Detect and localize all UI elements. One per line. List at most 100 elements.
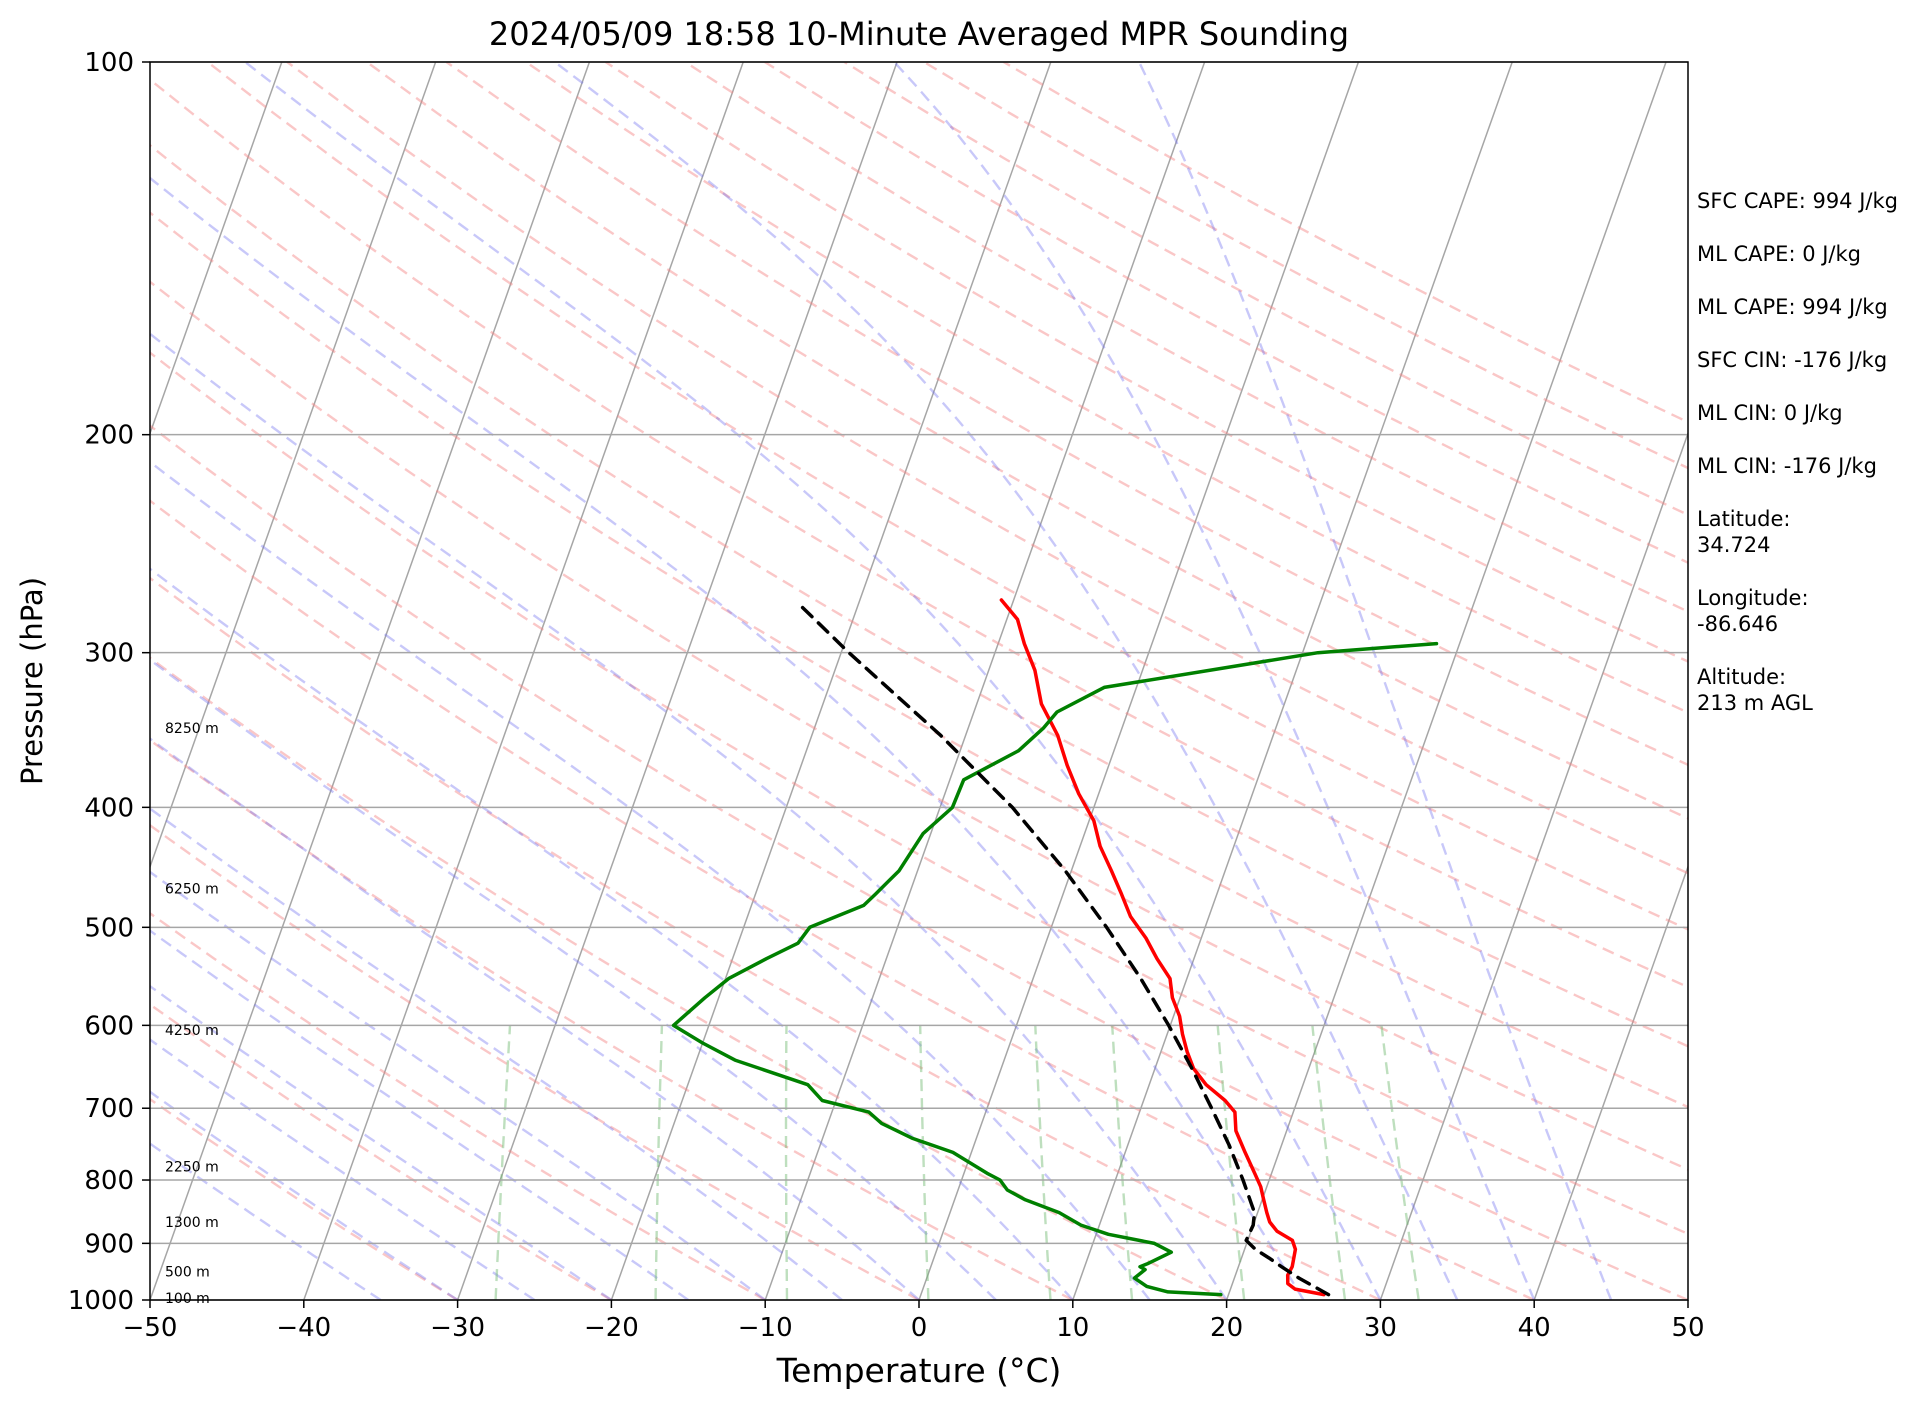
parcel-path [799, 604, 1331, 1297]
isotherm-line [1225, 62, 1667, 1300]
x-axis: −50 −40 −30 −20 −10 0 10 20 30 40 50 [123, 1300, 1705, 1343]
stat-ml-cape: ML CAPE: 0 J/kg [1697, 242, 1862, 266]
stat-ml-cape-2: ML CAPE: 994 J/kg [1697, 295, 1888, 319]
moist-adiabat [150, 567, 1074, 1300]
dry-adiabat [286, 62, 1688, 875]
isotherm-line [456, 62, 898, 1300]
stat-sfc-cape: SFC CAPE: 994 J/kg [1697, 189, 1898, 213]
y-tick-label: 500 [84, 913, 134, 943]
temperature-profile [999, 598, 1326, 1297]
moist-adiabat [150, 332, 1228, 1300]
x-tick-label: 30 [1364, 1313, 1397, 1343]
chart-title: 2024/05/09 18:58 10-Minute Averaged MPR … [489, 15, 1349, 53]
moist-adiabat [893, 62, 1536, 1300]
sounding-stats-panel: SFC CAPE: 994 J/kg ML CAPE: 0 J/kg ML CA… [1697, 188, 1917, 743]
isotherm-line [150, 62, 591, 1300]
dry-adiabat [764, 62, 1688, 564]
height-label: 1300 m [165, 1215, 219, 1231]
dry-adiabat [150, 576, 1381, 1300]
moist-adiabat [150, 984, 613, 1300]
y-tick-label: 200 [84, 421, 134, 451]
moist-adiabat [244, 62, 1382, 1300]
dry-adiabat [150, 280, 1688, 1171]
stat-ml-cin: ML CIN: 0 J/kg [1697, 401, 1843, 425]
y-tick-label: 300 [84, 639, 134, 669]
mixing-ratio-line [919, 1025, 930, 1300]
y-tick-label: 1000 [68, 1286, 134, 1316]
isotherm-line [764, 62, 1206, 1300]
y-tick-label: 800 [84, 1166, 134, 1196]
y-tick-label: 600 [84, 1011, 134, 1041]
mixing-ratio-line [1311, 1025, 1347, 1300]
y-axis-label: Pressure (hPa) [15, 577, 49, 785]
dry-adiabat [150, 499, 1535, 1300]
dry-adiabat [604, 62, 1688, 663]
height-label: 2250 m [165, 1159, 219, 1175]
moist-adiabat [150, 929, 689, 1300]
mixing-ratio-line [1216, 1025, 1246, 1300]
stat-sfc-cin: SFC CIN: -176 J/kg [1697, 348, 1888, 372]
moist-adiabat [150, 1090, 459, 1300]
isotherm-line [610, 62, 1052, 1300]
x-tick-label: −20 [584, 1313, 639, 1343]
mixing-ratio-line [1034, 1025, 1052, 1300]
height-label: 100 m [165, 1291, 210, 1307]
isotherm-line [303, 62, 744, 1300]
x-tick-label: −40 [276, 1313, 331, 1343]
dry-adiabat [150, 78, 1688, 989]
isotherm-line [150, 62, 283, 436]
dry-adiabat [150, 143, 1688, 1048]
dry-adiabat [150, 823, 920, 1300]
stat-longitude: Longitude: -86.646 [1697, 586, 1809, 636]
x-tick-label: 0 [911, 1313, 928, 1343]
y-tick-label: 700 [84, 1094, 134, 1124]
x-axis-label: Temperature (°C) [776, 1351, 1062, 1390]
stat-altitude: Altitude: 213 m AGL [1697, 665, 1813, 715]
x-tick-label: 20 [1210, 1313, 1243, 1343]
mixing-ratio-line [494, 1025, 512, 1300]
height-label: 4250 m [165, 1023, 219, 1039]
moist-adiabat [150, 1142, 382, 1300]
moist-adiabat [150, 807, 843, 1300]
x-tick-label: 50 [1671, 1313, 1704, 1343]
dry-adiabat [150, 211, 1688, 1109]
dry-adiabat [150, 911, 766, 1300]
height-label: 500 m [165, 1264, 210, 1280]
height-labels: 100 m 500 m 1300 m 2250 m 4250 m 6250 m 8250 m [165, 721, 219, 1307]
data-series [671, 598, 1439, 1297]
isotherm-line [1072, 62, 1513, 1300]
dry-adiabat [206, 62, 1688, 931]
isotherm-line [1379, 431, 1688, 1300]
isotherm-line [150, 62, 437, 869]
dry-adiabat [150, 351, 1688, 1236]
x-tick-label: −10 [738, 1313, 793, 1343]
mixing-ratio-line [654, 1025, 664, 1300]
height-label: 6250 m [165, 881, 219, 897]
moist-adiabat [150, 176, 1305, 1300]
stat-ml-cin-2: ML CIN: -176 J/kg [1697, 454, 1877, 478]
dry-adiabat [150, 424, 1688, 1300]
moist-adiabat [150, 737, 920, 1300]
x-tick-label: 10 [1056, 1313, 1089, 1343]
x-tick-label: 40 [1518, 1313, 1551, 1343]
dry-adiabat [150, 1097, 459, 1300]
moist-adiabat [553, 62, 1459, 1300]
mixing-ratio-line [784, 1025, 789, 1300]
dry-adiabat [150, 738, 1074, 1300]
moist-adiabat [1138, 62, 1613, 1300]
background-reference-lines [150, 62, 1688, 1300]
x-tick-label: −50 [123, 1313, 178, 1343]
moist-adiabat [150, 460, 1151, 1300]
y-tick-label: 900 [84, 1229, 134, 1259]
dry-adiabat [445, 62, 1688, 767]
stat-latitude: Latitude: 34.724 [1697, 507, 1791, 557]
y-tick-label: 400 [84, 793, 134, 823]
y-axis: 1000 900 800 700 600 500 400 300 200 100 [68, 48, 150, 1316]
isotherm-line [1533, 864, 1688, 1300]
y-tick-label: 100 [84, 48, 134, 78]
height-label: 8250 m [165, 721, 219, 737]
dry-adiabat [150, 656, 1228, 1300]
dewpoint-profile [671, 641, 1439, 1297]
moist-adiabat [150, 1038, 536, 1300]
